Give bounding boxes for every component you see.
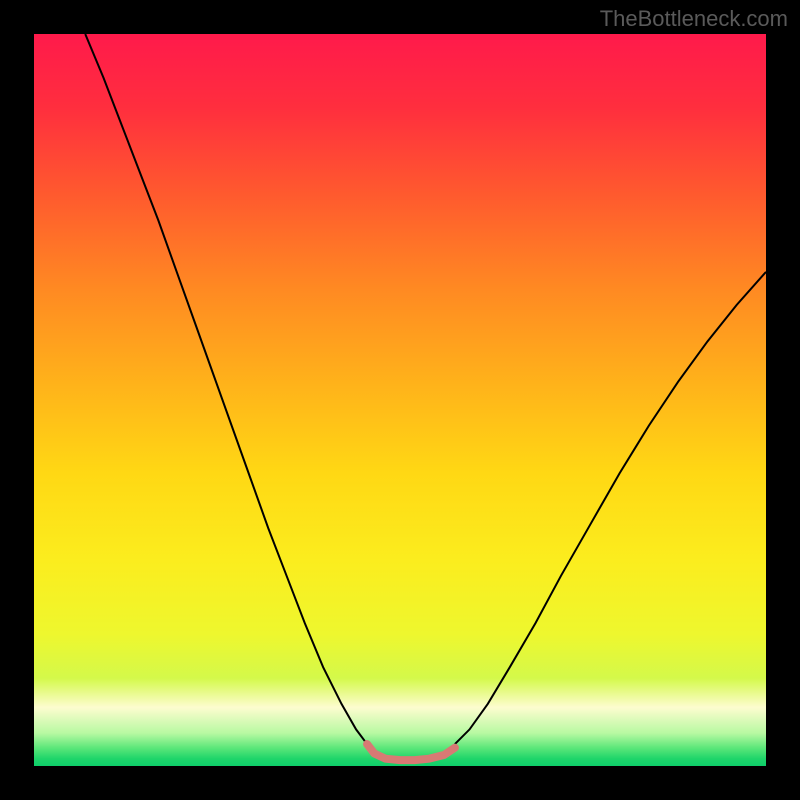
chart-outer: TheBottleneck.com	[0, 0, 800, 800]
right-curve	[455, 272, 766, 744]
watermark-text: TheBottleneck.com	[600, 6, 788, 32]
curve-layer	[34, 34, 766, 766]
plot-area	[34, 34, 766, 766]
left-curve	[85, 34, 367, 744]
valley-curve	[367, 744, 455, 760]
